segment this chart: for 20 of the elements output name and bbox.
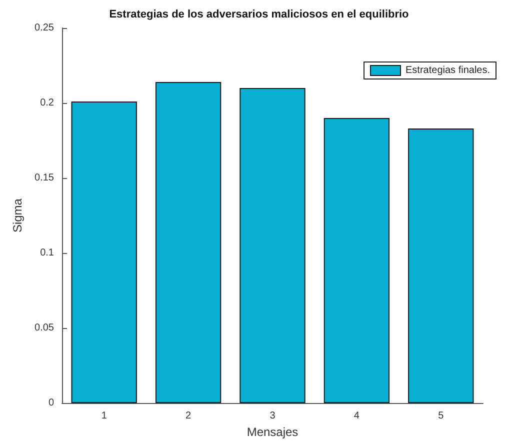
y-axis-title: Sigma [10, 198, 25, 233]
chart-title: Estrategias de los adversarios maliciosos en el equilibrio [109, 8, 410, 20]
x-tick-label: 1 [101, 410, 108, 422]
y-tick-label: 0 [48, 398, 54, 409]
bar [408, 128, 474, 404]
x-tick-label: 2 [186, 410, 192, 422]
legend-label: Estrategias finales. [406, 65, 490, 76]
x-tick-label: 5 [438, 410, 444, 422]
x-axis-title: Mensajes [246, 425, 298, 439]
x-tick-label: 4 [354, 410, 360, 422]
y-tick-label: 0.2 [40, 98, 54, 109]
bar [324, 118, 390, 404]
y-tick-label: 0.15 [34, 172, 54, 184]
y-tick-label: 0.25 [34, 22, 54, 34]
bar [155, 82, 222, 404]
bar [240, 88, 306, 404]
y-tick-label: 0.1 [40, 248, 54, 259]
bar [71, 102, 137, 404]
x-tick-label: 3 [270, 410, 276, 422]
y-tick-label: 0.05 [34, 322, 54, 334]
